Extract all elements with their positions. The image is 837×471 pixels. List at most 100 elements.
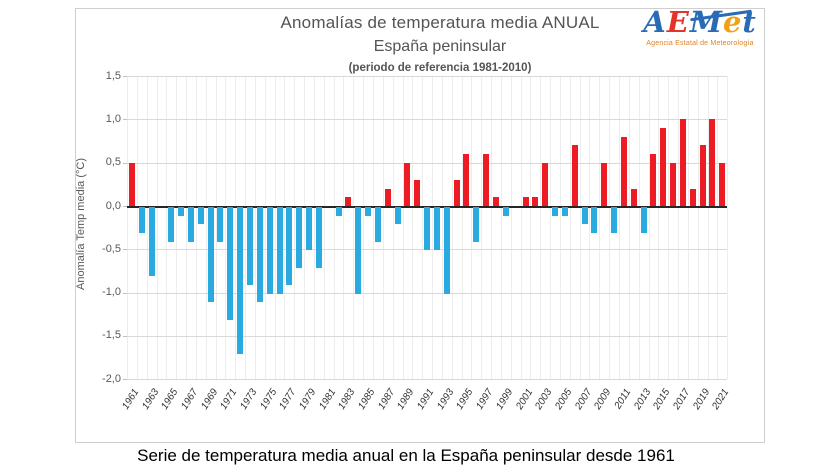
- vertical-gridline: [136, 76, 138, 380]
- vertical-gridline: [373, 76, 374, 380]
- vertical-gridline: [382, 76, 384, 380]
- bar-1998: [493, 197, 499, 206]
- vertical-gridline: [648, 76, 650, 380]
- bar-2003: [542, 162, 549, 206]
- vertical-gridline: [491, 76, 493, 380]
- vertical-gridline: [461, 76, 463, 380]
- vertical-gridline: [294, 76, 296, 380]
- vertical-gridline: [638, 76, 640, 380]
- y-axis-tick: [123, 292, 127, 294]
- y-axis-tick-label: -0,5: [102, 242, 121, 255]
- vertical-gridline: [215, 76, 217, 380]
- bar-1993: [443, 207, 450, 294]
- vertical-gridline: [412, 76, 414, 380]
- vertical-gridline: [707, 76, 709, 380]
- aemet-logo: AEMet Agencia Estatal de Meteorología: [638, 5, 762, 48]
- vertical-gridline: [451, 76, 453, 380]
- vertical-gridline: [599, 76, 601, 380]
- vertical-gridline: [687, 76, 689, 380]
- vertical-gridline: [609, 76, 611, 380]
- bar-1996: [473, 207, 480, 242]
- bar-2016: [670, 162, 677, 206]
- bar-1965: [168, 207, 175, 242]
- vertical-gridline: [363, 76, 365, 380]
- bar-1985: [365, 207, 372, 216]
- vertical-gridline: [579, 76, 581, 380]
- bar-1994: [453, 180, 460, 206]
- bar-2002: [532, 197, 539, 206]
- horizontal-gridline: [127, 119, 728, 121]
- chart-title: Anomalías de temperatura media ANUAL: [280, 13, 600, 32]
- vertical-gridline: [235, 76, 237, 380]
- logo-letter: M: [689, 5, 723, 39]
- bar-1974: [256, 207, 263, 303]
- vertical-gridline: [156, 76, 158, 380]
- vertical-gridline: [530, 76, 532, 380]
- horizontal-gridline: [127, 335, 728, 337]
- y-axis-tick-label: -2,0: [102, 372, 121, 385]
- bar-1968: [197, 207, 204, 225]
- vertical-gridline: [313, 76, 315, 380]
- vertical-gridline: [422, 76, 424, 380]
- vertical-gridline: [727, 76, 729, 380]
- bar-2019: [699, 145, 706, 206]
- bar-2009: [601, 162, 608, 206]
- vertical-gridline: [559, 76, 561, 380]
- vertical-gridline: [166, 76, 168, 380]
- bar-2010: [611, 207, 618, 233]
- y-axis-tick: [123, 162, 127, 164]
- logo-letter: t: [742, 5, 757, 39]
- vertical-gridline: [697, 76, 699, 380]
- vertical-gridline: [717, 76, 719, 380]
- bar-1992: [433, 207, 440, 251]
- bar-2007: [581, 207, 588, 225]
- y-axis-tick: [123, 379, 127, 381]
- y-axis-tick: [123, 76, 127, 78]
- bar-2001: [522, 197, 529, 206]
- bar-1982: [335, 207, 342, 216]
- bar-2013: [640, 207, 647, 233]
- vertical-gridline: [432, 76, 434, 380]
- vertical-gridline: [589, 76, 591, 380]
- bar-1970: [217, 207, 224, 242]
- horizontal-gridline: [127, 379, 728, 381]
- figure-caption: Serie de temperatura media anual en la E…: [137, 446, 675, 465]
- bar-1987: [384, 188, 391, 206]
- y-axis-tick: [123, 206, 127, 207]
- reference-period-label: (periodo de referencia 1981-2010): [348, 62, 532, 74]
- bar-1984: [355, 207, 362, 294]
- y-axis-tick-label: -1,0: [102, 286, 121, 299]
- bar-1975: [266, 207, 273, 294]
- horizontal-gridline: [127, 292, 728, 294]
- aemet-logo-subtitle: Agencia Estatal de Meteorología: [646, 40, 754, 47]
- bar-1977: [286, 207, 293, 285]
- bar-2012: [630, 188, 637, 206]
- vertical-gridline: [176, 76, 178, 380]
- bar-1961: [128, 162, 135, 206]
- y-axis-tick-label: 0,5: [105, 156, 121, 169]
- bar-1999: [502, 207, 509, 216]
- y-axis-tick-label: -1,5: [102, 329, 121, 342]
- bar-1969: [207, 207, 214, 303]
- bar-1973: [247, 207, 253, 285]
- bar-1983: [345, 197, 352, 206]
- chart-title-block: Anomalías de temperatura media ANUAL Esp…: [150, 13, 730, 74]
- vertical-gridline: [520, 76, 522, 380]
- bar-1995: [463, 154, 470, 206]
- bar-2018: [689, 188, 696, 206]
- bar-2021: [719, 162, 726, 206]
- bar-2005: [561, 207, 568, 216]
- y-axis-tick: [123, 119, 127, 121]
- vertical-gridline: [392, 76, 394, 380]
- vertical-gridline: [304, 76, 306, 380]
- vertical-gridline: [186, 76, 188, 380]
- bar-2015: [660, 128, 667, 206]
- vertical-gridline: [540, 76, 542, 380]
- vertical-gridline: [353, 76, 355, 380]
- bar-1991: [424, 207, 431, 251]
- vertical-gridline: [264, 76, 266, 380]
- bar-2014: [650, 154, 657, 206]
- vertical-gridline: [127, 76, 128, 380]
- vertical-gridline: [678, 76, 680, 380]
